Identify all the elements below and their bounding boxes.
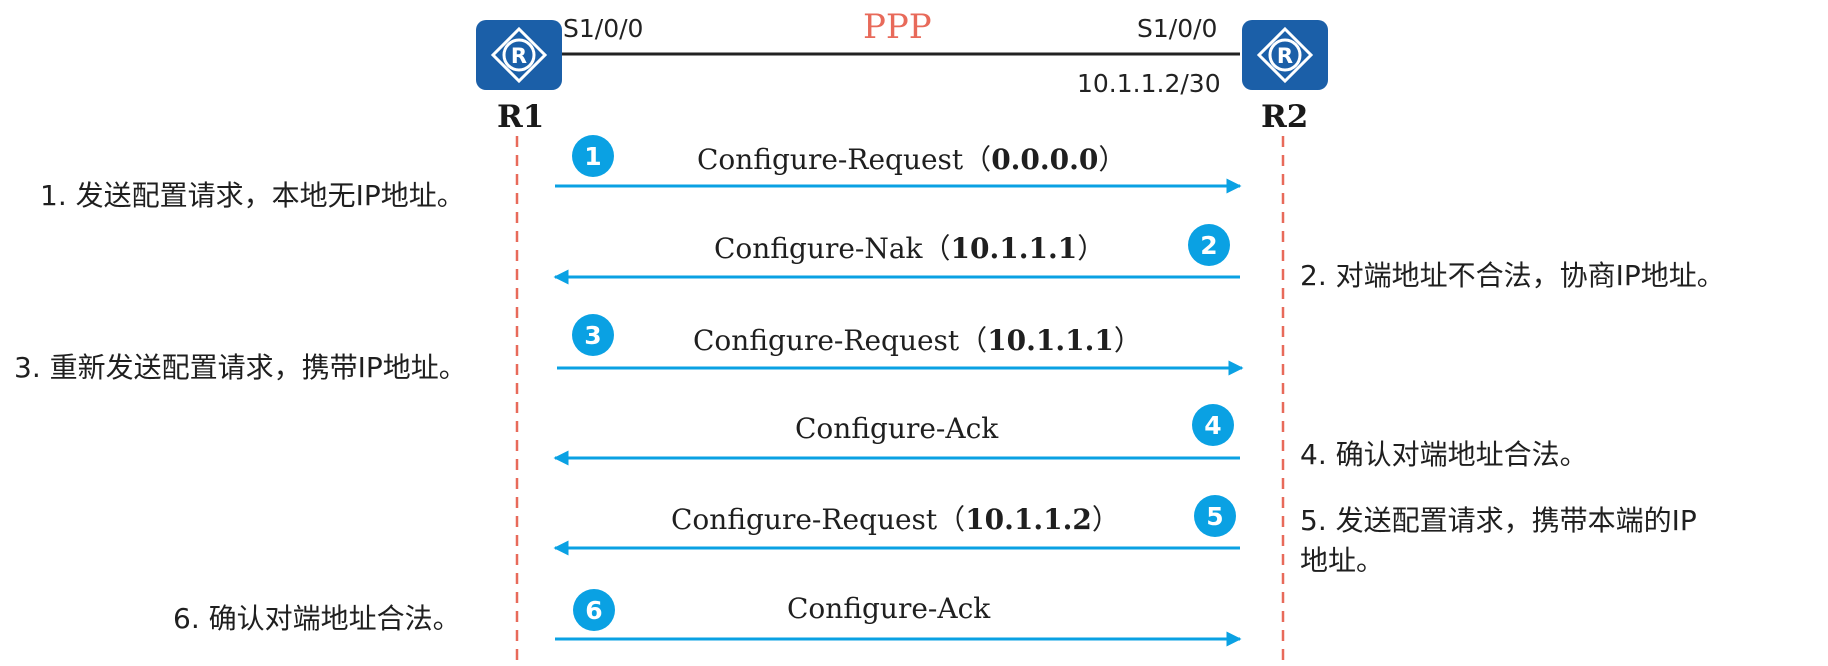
step-5-badge: 5 [1194,495,1236,537]
step-2-message-param: 10.1.1.1 [950,232,1078,265]
svg-text:R: R [511,44,527,68]
r2-name: R2 [1261,99,1309,135]
step-1-badge: 1 [572,135,614,177]
step-3-message: Configure-Request（10.1.1.1） [693,324,1142,357]
step-5-message-name: Configure-Request [671,503,938,536]
step-2-message: Configure-Nak（10.1.1.1） [714,232,1106,265]
step-5-description-line-2: 地址。 [1300,544,1385,577]
step-4-badge: 4 [1192,404,1234,446]
step-1-description: 1. 发送配置请求，本地无IP地址。 [40,179,465,212]
step-3-badge: 3 [572,314,614,356]
r1-interface: S1/0/0 [563,14,644,43]
router-r2: R [1242,20,1328,90]
r2-ip-address: 10.1.1.2/30 [1077,69,1221,98]
router-icon: R [1256,26,1314,84]
step-5-message-param: 10.1.1.2 [965,503,1092,536]
step-5-description-line-1: 5. 发送配置请求，携带本端的IP [1300,504,1697,537]
step-2-badge: 2 [1188,224,1230,266]
step-3-message-name: Configure-Request [693,324,960,357]
router-icon: R [490,26,548,84]
step-2-description: 2. 对端地址不合法，协商IP地址。 [1300,259,1725,292]
step-4-description: 4. 确认对端地址合法。 [1300,438,1588,471]
step-6-description: 6. 确认对端地址合法。 [173,602,461,635]
step-3-description: 3. 重新发送配置请求，携带IP地址。 [14,351,467,384]
step-6-message: Configure-Ack [787,592,991,625]
ppp-label: PPP [863,7,932,47]
svg-text:R: R [1277,44,1293,68]
step-1-message: Configure-Request（0.0.0.0） [697,143,1127,176]
step-4-message: Configure-Ack [795,412,999,445]
step-5-message: Configure-Request（10.1.1.2） [671,503,1120,536]
step-2-message-name: Configure-Nak [714,232,923,265]
r1-name: R1 [497,99,545,135]
step-6-badge: 6 [573,589,615,631]
step-1-message-name: Configure-Request [697,143,964,176]
step-3-message-param: 10.1.1.1 [987,324,1114,357]
router-r1: R [476,20,562,90]
step-1-message-param: 0.0.0.0 [991,143,1099,176]
r2-interface: S1/0/0 [1137,14,1218,43]
